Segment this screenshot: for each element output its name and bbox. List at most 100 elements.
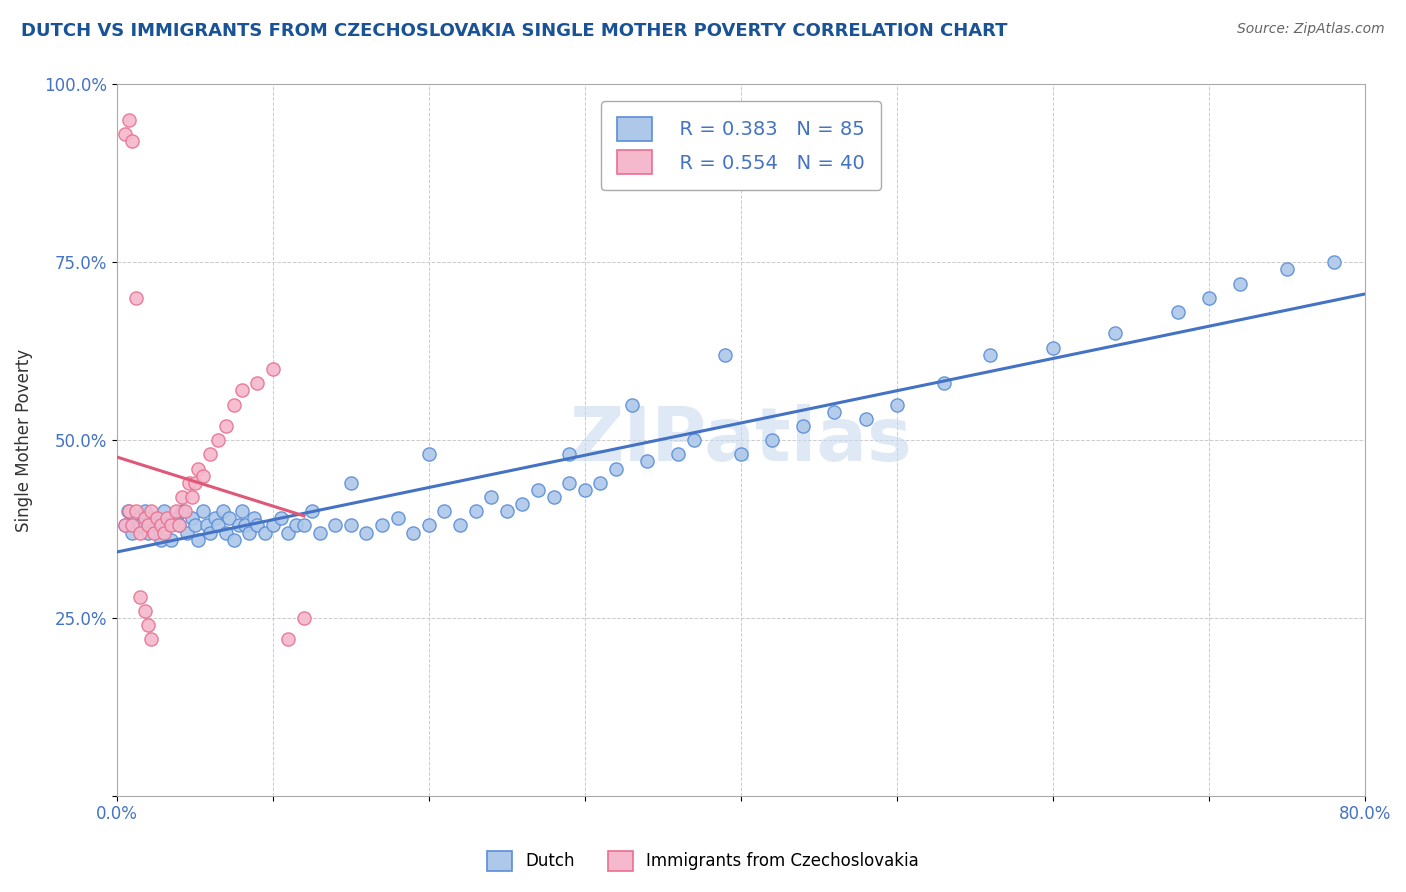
Point [761, 433, 783, 447]
Point [222, 533, 245, 547]
Point [160, 533, 183, 547]
Point [136, 618, 159, 632]
Point [114, 127, 136, 141]
Point [301, 504, 323, 518]
Point [177, 475, 200, 490]
Point [668, 447, 690, 461]
Point [605, 461, 627, 475]
Point [277, 632, 299, 647]
Point [285, 518, 308, 533]
Point [262, 362, 284, 376]
Point [340, 518, 363, 533]
Point [149, 533, 172, 547]
Point [180, 490, 202, 504]
Point [156, 511, 179, 525]
Point [134, 511, 156, 525]
Point [124, 504, 146, 518]
Point [174, 504, 197, 518]
Point [141, 511, 163, 525]
Point [418, 447, 440, 461]
Point [449, 518, 471, 533]
Text: ZIPatlas: ZIPatlas [569, 403, 912, 476]
Point [172, 504, 194, 518]
Point [620, 398, 643, 412]
Point [121, 518, 143, 533]
Point [1104, 326, 1126, 341]
Point [129, 590, 152, 604]
Point [145, 518, 167, 533]
Point [527, 483, 550, 497]
Point [167, 518, 190, 533]
Point [212, 504, 235, 518]
Point [222, 398, 245, 412]
Point [136, 525, 159, 540]
Point [402, 525, 425, 540]
Point [495, 504, 517, 518]
Point [683, 433, 706, 447]
Point [167, 518, 190, 533]
Point [479, 490, 502, 504]
Point [1042, 341, 1064, 355]
Point [574, 483, 596, 497]
Point [114, 518, 136, 533]
Point [323, 518, 346, 533]
Point [204, 511, 226, 525]
Point [433, 504, 456, 518]
Point [124, 511, 146, 525]
Point [1275, 262, 1298, 277]
Point [340, 475, 363, 490]
Point [187, 461, 209, 475]
Point [143, 525, 166, 540]
Y-axis label: Single Mother Poverty: Single Mother Poverty [15, 349, 32, 532]
Point [233, 518, 256, 533]
Point [262, 518, 284, 533]
Point [160, 518, 183, 533]
Point [176, 525, 198, 540]
Point [215, 525, 238, 540]
Point [636, 454, 658, 468]
Point [979, 348, 1001, 362]
Point [141, 504, 163, 518]
Point [121, 134, 143, 148]
Point [792, 418, 814, 433]
Point [253, 525, 276, 540]
Point [270, 511, 292, 525]
Point [292, 611, 315, 625]
Point [589, 475, 612, 490]
Point [356, 525, 378, 540]
Point [172, 490, 194, 504]
Point [238, 525, 260, 540]
Point [292, 518, 315, 533]
Point [184, 475, 207, 490]
Point [165, 504, 187, 518]
Text: Source: ZipAtlas.com: Source: ZipAtlas.com [1237, 22, 1385, 37]
Point [246, 376, 269, 391]
Point [932, 376, 955, 391]
Point [141, 632, 163, 647]
Text: DUTCH VS IMMIGRANTS FROM CZECHOSLOVAKIA SINGLE MOTHER POVERTY CORRELATION CHART: DUTCH VS IMMIGRANTS FROM CZECHOSLOVAKIA … [21, 22, 1008, 40]
Point [855, 411, 877, 425]
Point [215, 418, 238, 433]
Point [246, 518, 269, 533]
Point [228, 518, 250, 533]
Point [156, 518, 179, 533]
Point [114, 518, 136, 533]
Point [558, 475, 581, 490]
Point [187, 533, 209, 547]
Point [387, 511, 409, 525]
Point [129, 518, 152, 533]
Point [118, 113, 141, 128]
Point [243, 511, 266, 525]
Point [558, 447, 581, 461]
Point [464, 504, 486, 518]
Point [512, 497, 534, 511]
Point [134, 604, 156, 618]
Point [121, 525, 143, 540]
Point [1229, 277, 1251, 291]
Point [134, 504, 156, 518]
Point [371, 518, 394, 533]
Point [180, 511, 202, 525]
Point [191, 504, 214, 518]
Point [152, 504, 174, 518]
Legend: Dutch, Immigrants from Czechoslovakia: Dutch, Immigrants from Czechoslovakia [478, 842, 928, 880]
